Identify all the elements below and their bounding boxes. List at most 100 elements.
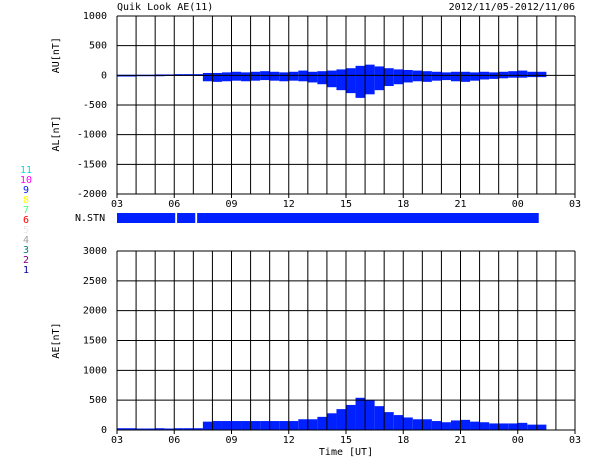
area-bar [221, 421, 232, 430]
y-tick-label: -1500 [77, 159, 107, 170]
area-bar [460, 419, 471, 430]
y-tick-label: 1000 [83, 365, 107, 376]
station-legend-item: 9 [23, 185, 29, 196]
area-bar [479, 75, 490, 80]
area-bar [317, 71, 327, 76]
area-bar [174, 428, 184, 430]
station-legend-item: 7 [23, 205, 29, 216]
area-bar [307, 71, 318, 76]
area-bar [536, 424, 547, 430]
area-bar [422, 71, 432, 76]
nstn-bar [117, 213, 176, 223]
area-bar [250, 71, 261, 76]
area-bar [183, 428, 194, 430]
area-bar [126, 428, 137, 430]
area-bar [412, 419, 423, 430]
y-axis-label: AU[nT] [51, 37, 62, 73]
area-bar [221, 75, 232, 82]
station-legend-item: 10 [20, 175, 32, 186]
area-bar [508, 71, 518, 76]
area-bar [260, 71, 270, 76]
area-bar [450, 75, 461, 82]
x-tick-label: 15 [340, 199, 352, 210]
area-bar [422, 419, 432, 430]
area-bar [422, 75, 432, 82]
area-bar [117, 428, 127, 430]
area-bar [231, 421, 242, 430]
station-legend-item: 4 [23, 235, 29, 246]
area-bar [412, 75, 423, 82]
station-legend-item: 3 [23, 245, 29, 256]
area-bar [498, 71, 509, 76]
area-bar [527, 424, 537, 430]
x-tick-label: 09 [225, 199, 237, 210]
x-tick-label: 12 [283, 435, 295, 446]
area-bar [164, 428, 175, 430]
area-bar [498, 423, 509, 430]
area-bar [298, 419, 308, 430]
area-bar [241, 75, 251, 82]
area-bar [336, 69, 346, 76]
area-bar [346, 75, 356, 94]
x-tick-label: 03 [111, 199, 123, 210]
x-axis-label: Time [UT] [319, 447, 373, 458]
area-bar [479, 71, 490, 76]
station-legend-item: 6 [23, 215, 29, 226]
area-bar [288, 71, 299, 76]
area-bar [393, 69, 404, 76]
area-bar [365, 75, 375, 95]
y-axis-label: AL[nT] [51, 115, 62, 151]
x-tick-label: 21 [454, 199, 466, 210]
x-tick-label: 03 [111, 435, 123, 446]
area-bar [269, 71, 280, 76]
area-bar [317, 75, 327, 85]
area-bar [326, 413, 337, 430]
area-bar [145, 428, 156, 430]
station-legend-item: 1 [23, 265, 29, 276]
area-bar [460, 71, 471, 76]
area-bar [412, 70, 423, 76]
area-bar [355, 75, 366, 98]
x-tick-label: 03 [569, 435, 581, 446]
area-bar [174, 74, 184, 76]
area-bar [460, 75, 471, 82]
station-legend-item: 2 [23, 255, 29, 266]
area-bar [517, 70, 528, 76]
y-tick-label: 0 [101, 425, 107, 436]
y-tick-label: 2000 [83, 306, 107, 317]
area-bar [489, 72, 499, 76]
nstn-bar [177, 213, 196, 223]
area-bar [260, 75, 270, 81]
area-bar [298, 70, 308, 76]
area-bar [441, 72, 451, 76]
area-bar [498, 75, 509, 79]
y-tick-label: -500 [83, 100, 107, 111]
area-bar [202, 75, 213, 82]
area-bar [202, 72, 213, 76]
area-bar [346, 68, 356, 76]
area-bar [212, 421, 222, 430]
y-tick-label: 1000 [83, 11, 107, 22]
area-bar [365, 400, 375, 430]
area-bar [183, 74, 194, 76]
station-legend-item: 11 [20, 165, 32, 176]
area-bar [393, 75, 404, 85]
area-bar [269, 421, 280, 430]
area-bar [117, 75, 127, 77]
area-bar [355, 397, 366, 430]
area-bar [384, 75, 394, 87]
area-bar [241, 72, 251, 76]
area-bar [317, 416, 327, 430]
area-bar [126, 75, 137, 77]
area-bar [403, 75, 413, 83]
area-bar [279, 421, 289, 430]
area-bar [536, 71, 547, 76]
x-tick-label: 15 [340, 435, 352, 446]
x-tick-label: 03 [569, 199, 581, 210]
area-bar [431, 71, 442, 76]
area-bar [279, 75, 289, 82]
area-bar [288, 421, 299, 430]
area-bar [336, 75, 346, 91]
y-tick-label: 1500 [83, 336, 107, 347]
area-bar [307, 419, 318, 430]
